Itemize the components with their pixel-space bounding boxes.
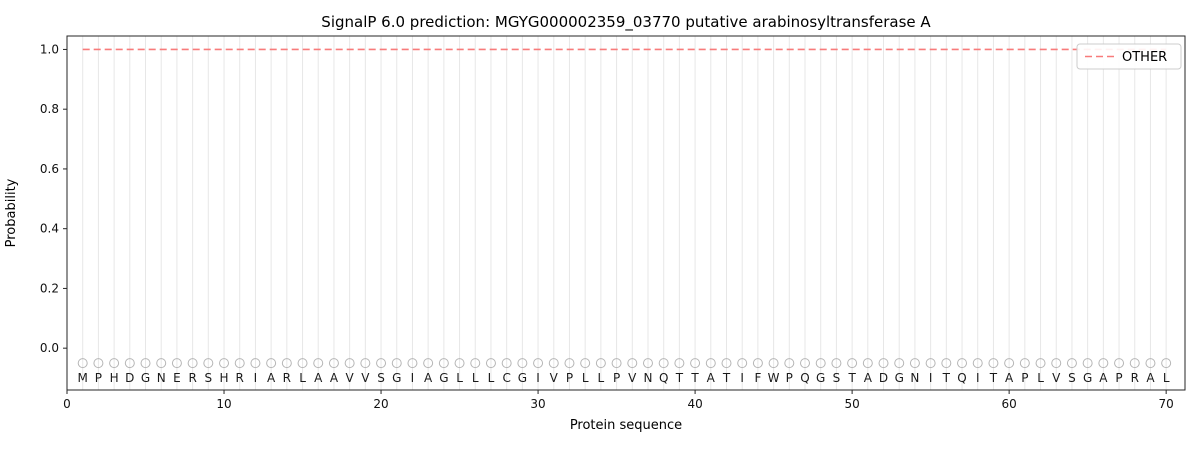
svg-text:V: V	[1052, 371, 1061, 385]
svg-text:40: 40	[687, 397, 702, 411]
svg-text:R: R	[236, 371, 244, 385]
svg-text:70: 70	[1159, 397, 1174, 411]
svg-text:A: A	[1099, 371, 1108, 385]
residue-markers	[77, 358, 1172, 369]
svg-text:H: H	[110, 371, 119, 385]
svg-text:T: T	[675, 371, 684, 385]
svg-text:20: 20	[373, 397, 388, 411]
svg-text:I: I	[929, 371, 933, 385]
svg-text:G: G	[439, 371, 448, 385]
svg-text:L: L	[1037, 371, 1044, 385]
svg-text:G: G	[392, 371, 401, 385]
svg-text:I: I	[740, 371, 744, 385]
svg-text:P: P	[613, 371, 620, 385]
svg-text:0.8: 0.8	[40, 102, 59, 116]
svg-text:0.0: 0.0	[40, 341, 59, 355]
svg-text:F: F	[754, 371, 761, 385]
svg-text:M: M	[78, 371, 88, 385]
svg-text:T: T	[989, 371, 998, 385]
svg-text:G: G	[141, 371, 150, 385]
svg-text:A: A	[864, 371, 873, 385]
gridlines	[82, 36, 1167, 390]
svg-text:L: L	[582, 371, 589, 385]
x-axis-label: Protein sequence	[570, 418, 682, 433]
svg-text:P: P	[566, 371, 573, 385]
svg-text:S: S	[833, 371, 841, 385]
svg-text:S: S	[1068, 371, 1076, 385]
svg-text:50: 50	[844, 397, 859, 411]
svg-text:D: D	[879, 371, 888, 385]
svg-text:R: R	[1131, 371, 1139, 385]
svg-text:D: D	[125, 371, 134, 385]
svg-text:Q: Q	[957, 371, 966, 385]
svg-text:R: R	[188, 371, 196, 385]
svg-text:P: P	[95, 371, 102, 385]
svg-text:0.2: 0.2	[40, 281, 59, 295]
svg-text:G: G	[518, 371, 527, 385]
svg-text:A: A	[1005, 371, 1014, 385]
legend: OTHER	[1076, 43, 1182, 70]
svg-text:I: I	[254, 371, 258, 385]
x-tick-labels: 0 10 20 30 40 50 60 70	[63, 390, 1174, 411]
svg-text:L: L	[1163, 371, 1170, 385]
svg-text:P: P	[1115, 371, 1122, 385]
svg-text:S: S	[377, 371, 385, 385]
svg-text:I: I	[536, 371, 540, 385]
svg-text:I: I	[976, 371, 980, 385]
svg-text:G: G	[816, 371, 825, 385]
svg-text:G: G	[895, 371, 904, 385]
y-axis-label: Probability	[4, 178, 19, 247]
svg-text:L: L	[472, 371, 479, 385]
svg-text:T: T	[722, 371, 731, 385]
svg-text:A: A	[267, 371, 276, 385]
svg-text:V: V	[361, 371, 370, 385]
svg-text:T: T	[690, 371, 699, 385]
legend-box	[1076, 43, 1182, 70]
svg-text:G: G	[1083, 371, 1092, 385]
svg-text:V: V	[550, 371, 559, 385]
svg-text:I: I	[411, 371, 415, 385]
svg-text:A: A	[1146, 371, 1155, 385]
plot-dynamic-layer: 0 10 20 30 40 50 60 700.00.20.40.60.81.0M P H D G N E…	[40, 35, 1186, 411]
svg-text:L: L	[299, 371, 306, 385]
svg-text:0.4: 0.4	[40, 222, 59, 236]
svg-text:A: A	[424, 371, 433, 385]
svg-text:R: R	[283, 371, 291, 385]
svg-text:W: W	[768, 371, 780, 385]
svg-text:P: P	[786, 371, 793, 385]
svg-text:H: H	[220, 371, 229, 385]
svg-text:V: V	[628, 371, 637, 385]
svg-text:N: N	[643, 371, 652, 385]
svg-text:N: N	[157, 371, 166, 385]
svg-text:0.6: 0.6	[40, 162, 59, 176]
svg-text:30: 30	[530, 397, 545, 411]
svg-text:E: E	[173, 371, 181, 385]
svg-text:1.0: 1.0	[40, 42, 59, 56]
svg-text:Q: Q	[800, 371, 809, 385]
svg-text:V: V	[346, 371, 355, 385]
svg-text:N: N	[910, 371, 919, 385]
svg-text:A: A	[314, 371, 323, 385]
svg-text:A: A	[330, 371, 339, 385]
svg-text:Q: Q	[659, 371, 668, 385]
svg-text:L: L	[456, 371, 463, 385]
svg-text:60: 60	[1001, 397, 1016, 411]
chart-title: SignalP 6.0 prediction: MGYG000002359_03…	[321, 13, 931, 32]
svg-text:L: L	[598, 371, 605, 385]
svg-text:S: S	[205, 371, 213, 385]
svg-text:A: A	[707, 371, 716, 385]
svg-text:T: T	[942, 371, 951, 385]
svg-text:T: T	[847, 371, 856, 385]
y-tick-labels: 0.0 0.2 0.4 0.6 0.8 1.0	[40, 42, 67, 355]
svg-text:10: 10	[216, 397, 231, 411]
svg-text:0: 0	[63, 397, 71, 411]
svg-text:C: C	[502, 371, 510, 385]
svg-text:L: L	[488, 371, 495, 385]
axes-spines	[66, 35, 1186, 391]
legend-entry-other: OTHER	[1122, 50, 1167, 65]
svg-text:P: P	[1021, 371, 1028, 385]
